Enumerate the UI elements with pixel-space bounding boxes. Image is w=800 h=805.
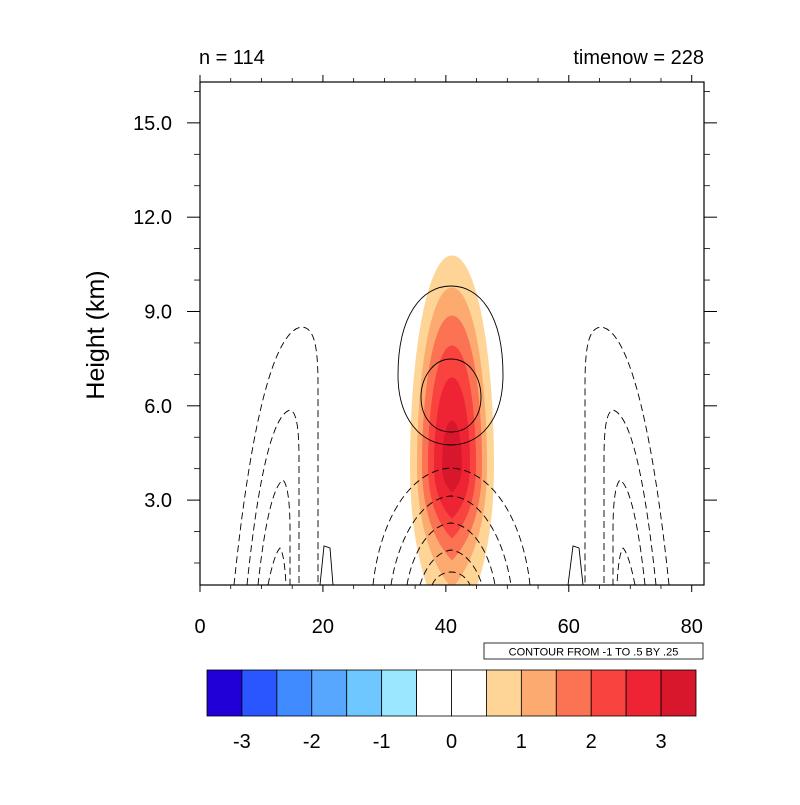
y-tick-label: 9.0: [144, 301, 172, 323]
dashed-arch-left-2: [246, 409, 300, 585]
dashed-arch-center-3: [406, 522, 496, 585]
colorbar-tick-label: 2: [586, 731, 597, 753]
dashed-arch-right-4: [616, 547, 636, 585]
solid-contour-inner: [420, 358, 482, 433]
y-tick-label: 12.0: [133, 207, 172, 229]
solid-contour-outer: [397, 285, 504, 446]
contour-lines: [233, 285, 670, 585]
contour-info-label: CONTOUR FROM -1 TO .5 BY .25: [509, 647, 679, 659]
colorbar: -3 -2 -1 0 1 2 3: [206, 669, 697, 753]
colorbar-swatch: [276, 669, 313, 717]
filled-contours: [410, 255, 494, 585]
y-tick-label: 3.0: [144, 490, 172, 512]
dashed-arch-center-2: [390, 495, 512, 585]
dashed-arch-right-1: [584, 326, 670, 585]
colorbar-tick-label: -1: [373, 731, 391, 753]
x-tick-label: 0: [194, 616, 205, 638]
dashed-arch-center-1: [372, 467, 531, 585]
colorbar-swatch: [241, 669, 278, 717]
colorbar-swatch: [625, 669, 662, 717]
colorbar-tick-label: 1: [516, 731, 527, 753]
colorbar-tick-label: 0: [446, 731, 457, 753]
colorbar-swatch: [346, 669, 383, 717]
colorbar-tick-label: -3: [233, 731, 251, 753]
colorbar-swatch: [416, 669, 452, 717]
axes: 0 20 40 60 80 3.0 6.0 9.0 12.0 15.0: [133, 75, 717, 638]
colorbar-swatch: [486, 669, 522, 717]
x-tick-label: 60: [558, 616, 580, 638]
colorbar-swatch: [590, 669, 627, 717]
y-tick-label: 6.0: [144, 396, 172, 418]
dashed-arch-center-5: [431, 571, 471, 585]
dashed-arch-left-3: [257, 479, 291, 585]
colorbar-swatch: [555, 669, 592, 717]
colorbar-tick-label: -2: [303, 731, 321, 753]
plot-frame: [199, 81, 705, 586]
solid-contour-small-right: [567, 545, 584, 585]
colorbar-swatch: [660, 669, 697, 717]
colorbar-swatch: [520, 669, 557, 717]
colorbar-swatch: [451, 669, 487, 717]
dashed-arch-center-4: [419, 549, 483, 585]
solid-contour-small-left: [319, 545, 334, 585]
contour-info-box: CONTOUR FROM -1 TO .5 BY .25: [483, 642, 704, 660]
y-axis-label: Height (km): [82, 270, 110, 399]
y-tick-label: 15.0: [133, 113, 172, 135]
filled-band-6: [442, 420, 462, 493]
colorbar-swatch: [381, 669, 417, 717]
colorbar-swatch: [311, 669, 348, 717]
title-right: timenow = 228: [573, 47, 704, 69]
x-tick-label: 20: [312, 616, 334, 638]
dashed-arch-left-4: [267, 547, 287, 585]
title-left: n = 114: [199, 47, 265, 69]
colorbar-tick-label: 3: [656, 731, 667, 753]
dashed-arch-left-1: [233, 326, 319, 585]
x-tick-label: 80: [681, 616, 703, 638]
colorbar-swatch: [206, 669, 243, 717]
x-tick-label: 40: [435, 616, 457, 638]
dashed-arch-right-3: [612, 479, 646, 585]
dashed-arch-right-2: [603, 409, 657, 585]
